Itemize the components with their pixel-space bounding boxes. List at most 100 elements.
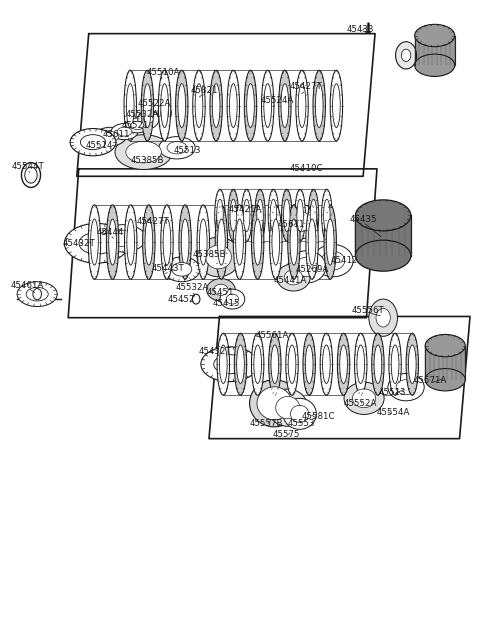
Ellipse shape (117, 127, 132, 136)
Ellipse shape (247, 83, 254, 128)
Ellipse shape (255, 189, 265, 242)
Ellipse shape (115, 135, 172, 169)
Ellipse shape (126, 141, 161, 163)
Ellipse shape (289, 211, 311, 232)
Ellipse shape (201, 347, 258, 381)
Ellipse shape (337, 333, 350, 395)
Ellipse shape (141, 70, 154, 141)
Ellipse shape (124, 205, 137, 279)
Ellipse shape (70, 128, 116, 156)
Ellipse shape (88, 205, 101, 279)
Ellipse shape (283, 398, 316, 429)
Polygon shape (356, 216, 411, 255)
Ellipse shape (355, 333, 367, 395)
Ellipse shape (195, 83, 203, 128)
Text: 45427T: 45427T (137, 217, 169, 226)
Text: 45427T: 45427T (289, 82, 322, 92)
Text: 45553: 45553 (288, 419, 315, 427)
Ellipse shape (322, 189, 332, 242)
Ellipse shape (313, 70, 325, 141)
Ellipse shape (425, 369, 465, 391)
Text: 45581C: 45581C (302, 412, 336, 421)
Ellipse shape (308, 189, 319, 242)
Ellipse shape (26, 287, 48, 301)
Ellipse shape (244, 70, 257, 141)
Ellipse shape (215, 189, 225, 242)
Ellipse shape (284, 199, 290, 232)
Ellipse shape (219, 345, 227, 383)
Text: 45269A: 45269A (296, 265, 329, 274)
Text: 45561A: 45561A (256, 331, 289, 340)
Ellipse shape (396, 379, 416, 395)
Ellipse shape (109, 219, 117, 265)
Text: 45441A: 45441A (274, 276, 307, 285)
Ellipse shape (17, 282, 57, 307)
Ellipse shape (323, 345, 330, 383)
Ellipse shape (252, 205, 264, 279)
Text: 45522A: 45522A (137, 99, 171, 108)
Text: 45435: 45435 (349, 215, 377, 224)
Ellipse shape (254, 219, 262, 265)
Ellipse shape (313, 244, 353, 277)
Ellipse shape (281, 204, 318, 239)
Text: 45571A: 45571A (413, 376, 446, 386)
Text: 45433: 45433 (347, 25, 374, 34)
Ellipse shape (279, 70, 291, 141)
Ellipse shape (310, 199, 317, 232)
Ellipse shape (257, 199, 264, 232)
Ellipse shape (295, 189, 305, 242)
Ellipse shape (344, 382, 384, 414)
Ellipse shape (268, 189, 279, 242)
Ellipse shape (324, 199, 330, 232)
Ellipse shape (172, 262, 192, 276)
Ellipse shape (356, 240, 411, 271)
Ellipse shape (197, 237, 240, 277)
Ellipse shape (356, 200, 411, 231)
Ellipse shape (158, 70, 171, 141)
Ellipse shape (315, 83, 323, 128)
Ellipse shape (271, 345, 279, 383)
Ellipse shape (95, 127, 126, 146)
Ellipse shape (111, 123, 138, 140)
Ellipse shape (145, 219, 153, 265)
Text: 45415: 45415 (213, 299, 240, 308)
Polygon shape (425, 346, 465, 380)
Polygon shape (415, 36, 455, 65)
Text: 45385B: 45385B (192, 250, 226, 259)
Ellipse shape (288, 205, 300, 279)
Ellipse shape (288, 345, 296, 383)
Ellipse shape (181, 219, 189, 265)
Text: 45452: 45452 (168, 295, 195, 303)
Ellipse shape (322, 251, 345, 270)
Ellipse shape (295, 257, 318, 277)
Ellipse shape (298, 83, 306, 128)
Ellipse shape (229, 83, 237, 128)
Ellipse shape (269, 333, 281, 395)
Ellipse shape (143, 205, 155, 279)
Ellipse shape (369, 299, 397, 336)
Ellipse shape (100, 225, 146, 252)
Text: 45544T: 45544T (11, 162, 44, 171)
Text: 45575: 45575 (273, 430, 300, 439)
Ellipse shape (144, 115, 153, 123)
Text: 45513: 45513 (379, 388, 407, 397)
Ellipse shape (333, 83, 340, 128)
Ellipse shape (391, 345, 399, 383)
Ellipse shape (127, 219, 134, 265)
Ellipse shape (257, 387, 292, 420)
Ellipse shape (109, 230, 137, 247)
Ellipse shape (91, 219, 98, 265)
Ellipse shape (214, 284, 228, 295)
Ellipse shape (176, 70, 188, 141)
Text: 45557B: 45557B (250, 419, 283, 427)
Ellipse shape (227, 70, 240, 141)
Ellipse shape (217, 333, 229, 395)
Ellipse shape (326, 219, 334, 265)
Ellipse shape (254, 345, 262, 383)
Text: 45521: 45521 (121, 121, 149, 130)
Ellipse shape (159, 136, 195, 159)
Ellipse shape (388, 374, 424, 401)
Ellipse shape (64, 224, 129, 263)
Ellipse shape (264, 83, 272, 128)
Ellipse shape (281, 83, 288, 128)
